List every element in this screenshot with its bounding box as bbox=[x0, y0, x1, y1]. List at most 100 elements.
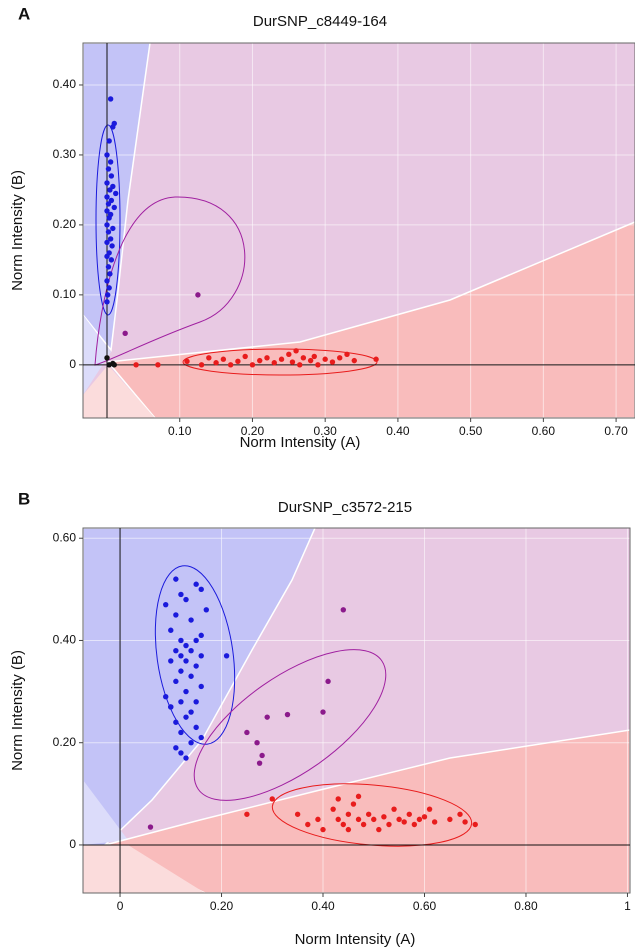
point bbox=[104, 222, 110, 228]
point bbox=[351, 357, 357, 364]
x-tick-label: 0.30 bbox=[314, 424, 338, 438]
point bbox=[188, 709, 194, 715]
point bbox=[337, 355, 343, 361]
point bbox=[163, 693, 169, 700]
point bbox=[307, 357, 314, 364]
point bbox=[401, 819, 407, 825]
y-tick-label: 0.60 bbox=[53, 530, 77, 544]
point bbox=[300, 355, 307, 361]
point bbox=[183, 596, 189, 603]
point bbox=[173, 745, 179, 751]
point bbox=[198, 586, 204, 593]
point bbox=[105, 166, 112, 172]
point bbox=[381, 814, 387, 820]
point bbox=[256, 760, 263, 766]
point bbox=[106, 138, 112, 144]
y-tick-label: 0.40 bbox=[53, 77, 77, 91]
point bbox=[178, 653, 184, 659]
point bbox=[178, 668, 184, 674]
point bbox=[391, 806, 397, 812]
plot-frame bbox=[82, 527, 631, 894]
y-tick-label: 0.10 bbox=[53, 287, 77, 301]
x-tick-label: 0.20 bbox=[241, 424, 265, 438]
point bbox=[416, 816, 423, 823]
y-tick-label: 0.20 bbox=[53, 217, 77, 231]
point bbox=[227, 362, 234, 368]
point bbox=[105, 292, 111, 298]
point bbox=[322, 356, 328, 362]
point bbox=[107, 96, 114, 102]
point bbox=[107, 236, 114, 242]
x-tick-label: 0.10 bbox=[168, 424, 192, 438]
point bbox=[329, 359, 336, 365]
point bbox=[111, 362, 117, 368]
point bbox=[104, 355, 110, 361]
point bbox=[107, 159, 114, 165]
point bbox=[320, 826, 326, 833]
point bbox=[195, 292, 201, 298]
point bbox=[113, 190, 119, 197]
chart-title: DurSNP_c8449-164 bbox=[253, 13, 387, 30]
point bbox=[183, 642, 189, 649]
point bbox=[335, 816, 341, 823]
point bbox=[289, 359, 296, 365]
x-tick-label: 0.70 bbox=[604, 424, 628, 438]
point bbox=[108, 257, 115, 263]
point bbox=[104, 208, 110, 214]
point bbox=[220, 356, 227, 362]
point bbox=[173, 612, 179, 618]
point bbox=[223, 653, 230, 659]
point bbox=[396, 816, 402, 823]
point bbox=[406, 811, 412, 817]
point bbox=[355, 816, 362, 823]
y-tick-label: 0.40 bbox=[53, 633, 77, 647]
point bbox=[104, 239, 110, 246]
x-tick-label: 0.20 bbox=[210, 899, 234, 913]
point bbox=[104, 278, 110, 284]
point bbox=[242, 353, 248, 360]
point bbox=[184, 358, 190, 365]
point bbox=[340, 821, 347, 828]
point bbox=[293, 348, 299, 354]
point bbox=[198, 362, 205, 368]
point bbox=[421, 814, 428, 820]
point bbox=[183, 688, 189, 695]
point bbox=[178, 729, 184, 736]
point bbox=[188, 740, 194, 746]
point bbox=[271, 360, 277, 366]
y-tick-label: 0 bbox=[69, 837, 76, 851]
point bbox=[213, 360, 219, 366]
y-axis-label: Norm Intensity (B) bbox=[9, 650, 26, 771]
point bbox=[178, 750, 184, 756]
point bbox=[173, 678, 179, 685]
point bbox=[173, 719, 179, 725]
point bbox=[178, 699, 184, 705]
point bbox=[447, 816, 453, 823]
point bbox=[315, 362, 321, 368]
point bbox=[133, 362, 139, 368]
x-tick-label: 0.80 bbox=[514, 899, 538, 913]
point bbox=[373, 356, 379, 362]
regions-a bbox=[83, 43, 635, 418]
point bbox=[108, 173, 115, 179]
x-tick-label: 0.40 bbox=[311, 899, 335, 913]
x-tick-label: 0.50 bbox=[459, 424, 483, 438]
y-tick-label: 0.30 bbox=[53, 147, 77, 161]
point bbox=[105, 201, 112, 207]
point bbox=[360, 821, 367, 828]
point bbox=[344, 351, 350, 358]
point bbox=[188, 673, 194, 679]
x-tick-label: 0.60 bbox=[413, 899, 437, 913]
point bbox=[269, 796, 275, 802]
point bbox=[155, 362, 161, 368]
point bbox=[235, 358, 241, 365]
x-tick-label: 1 bbox=[624, 899, 631, 913]
point bbox=[183, 658, 189, 664]
point bbox=[411, 821, 418, 828]
point bbox=[105, 264, 112, 270]
point bbox=[104, 180, 110, 186]
point bbox=[472, 821, 478, 828]
point bbox=[173, 576, 179, 582]
point bbox=[105, 229, 112, 235]
point bbox=[110, 124, 116, 130]
